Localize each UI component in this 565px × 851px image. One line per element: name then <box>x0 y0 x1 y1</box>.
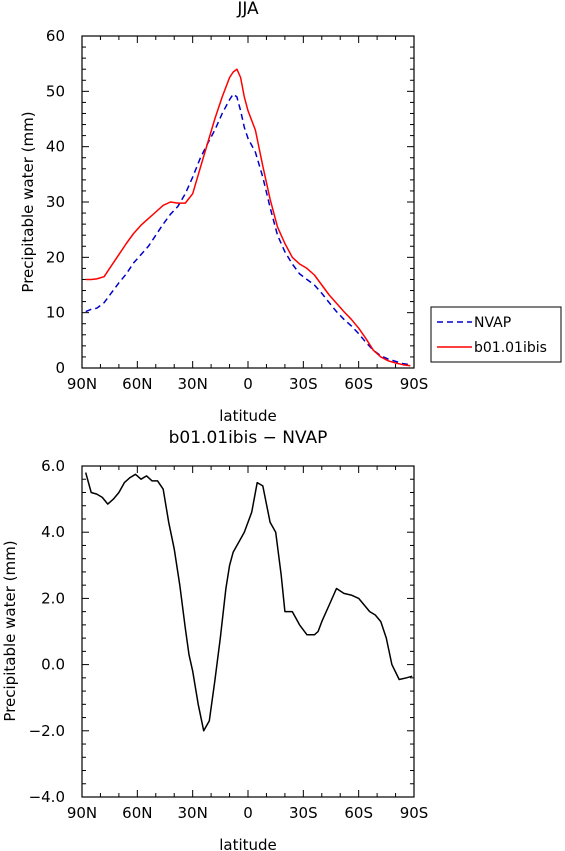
bottom-chart-panel: b01.01ibis − NVAP latitude Precipitable … <box>1 428 428 851</box>
series-line-b01-01ibis <box>85 68 411 367</box>
y-tick-label: 2.0 <box>41 589 65 607</box>
y-tick-label: 0 <box>55 359 65 377</box>
x-tick-label: 60N <box>122 375 152 393</box>
bottom-chart-ylabel: Precipitable water (mm) <box>1 540 19 721</box>
x-tick-label: 90N <box>67 375 97 393</box>
y-tick-label: 40 <box>46 138 65 156</box>
x-tick-label: 60N <box>122 804 152 822</box>
chart-legend: NVAP b01.01ibis <box>430 306 562 363</box>
top-chart-title: JJA <box>236 0 259 19</box>
top-chart-axes: 90N 60N 30N 0 30S 60S 90S 0 10 20 30 40 50 60 <box>46 27 428 393</box>
x-tick-label: 90N <box>67 804 97 822</box>
series-line-difference <box>84 472 413 732</box>
y-tick-label: −2.0 <box>29 722 65 740</box>
x-tick-label: 30S <box>289 375 318 393</box>
y-tick-label: 60 <box>46 27 65 45</box>
top-chart-series <box>85 68 411 367</box>
legend-ibis-label: b01.01ibis <box>474 340 547 356</box>
x-tick-label: 90S <box>400 375 429 393</box>
y-tick-label: −4.0 <box>29 788 65 806</box>
y-tick-label: 20 <box>46 248 65 266</box>
x-tick-label: 60S <box>344 375 373 393</box>
y-tick-label: 0.0 <box>41 656 65 674</box>
legend-box <box>430 306 562 363</box>
legend-nvap-label: NVAP <box>474 315 511 331</box>
y-tick-label: 4.0 <box>41 523 65 541</box>
x-tick-label: 0 <box>243 804 253 822</box>
series-line-nvap <box>85 93 411 366</box>
x-tick-label: 30N <box>178 375 208 393</box>
x-tick-label: 30N <box>178 804 208 822</box>
bottom-chart-title: b01.01ibis − NVAP <box>169 428 328 448</box>
bottom-chart-axes: 90N 60N 30N 0 30S 60S 90S −4.0 −2.0 0.0 2.0 4.0 6.0 <box>29 457 429 822</box>
x-tick-label: 60S <box>344 804 373 822</box>
x-tick-label: 90S <box>400 804 429 822</box>
x-tick-label: 30S <box>289 804 318 822</box>
bottom-chart-xlabel: latitude <box>219 836 277 851</box>
bottom-chart-series <box>84 472 413 732</box>
y-tick-label: 6.0 <box>41 457 65 475</box>
y-tick-label: 10 <box>46 304 65 322</box>
y-tick-label: 50 <box>46 82 65 100</box>
top-chart-panel: JJA latitude Precipitable water (mm) 90N… <box>19 0 428 425</box>
top-chart-ylabel: Precipitable water (mm) <box>19 111 37 292</box>
x-tick-label: 0 <box>243 375 253 393</box>
top-chart-xlabel: latitude <box>219 407 277 425</box>
y-tick-label: 30 <box>46 193 65 211</box>
